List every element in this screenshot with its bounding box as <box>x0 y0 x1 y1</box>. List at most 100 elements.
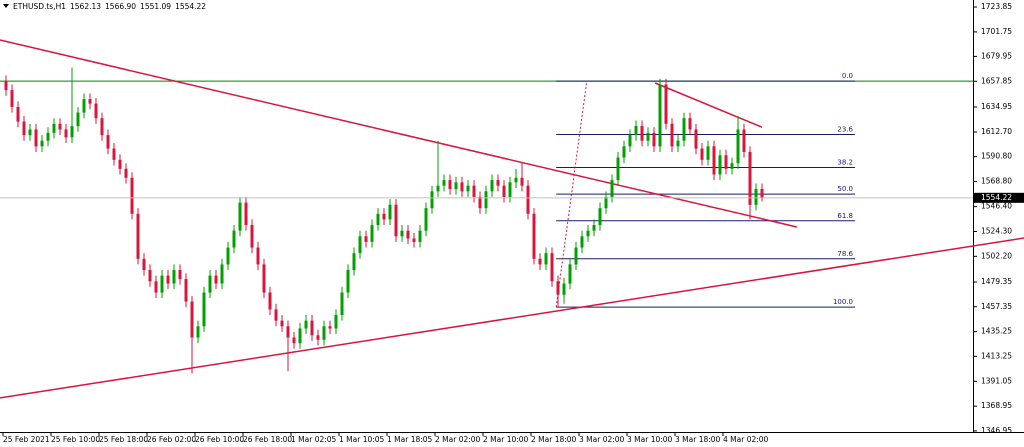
candle-body <box>328 326 332 329</box>
candle-body <box>580 236 584 248</box>
x-tick-label: 1 Mar 18:05 <box>387 435 433 444</box>
candle-body <box>160 275 164 293</box>
candle-body <box>478 196 482 209</box>
candle-body <box>136 213 140 259</box>
candle-body <box>256 247 260 265</box>
candle-body <box>658 84 662 147</box>
candle-body <box>556 281 560 295</box>
x-tick-label: 1 Mar 10:05 <box>339 435 385 444</box>
y-tick-label: 1723.85 <box>981 2 1012 11</box>
candle-body <box>262 264 266 293</box>
candle-body <box>502 185 506 197</box>
candle-body <box>490 180 494 192</box>
y-tick-label: 1435.25 <box>981 327 1012 336</box>
candle-body <box>190 301 194 338</box>
candle-body <box>574 247 578 265</box>
candle-body <box>508 182 512 197</box>
candle-body <box>688 118 692 130</box>
candle-body <box>538 258 542 265</box>
candle-body <box>112 148 116 160</box>
candle-body <box>586 230 590 237</box>
candle-body <box>616 157 620 181</box>
candle-body <box>640 126 644 141</box>
header-value: 1566.90 <box>105 2 136 11</box>
candle-body <box>214 275 218 284</box>
candle-body <box>166 275 170 284</box>
candle-body <box>514 177 518 183</box>
symbol: ETHUSD.ts,H1 <box>13 2 66 11</box>
x-tick-label: 3 Mar 02:00 <box>579 435 625 444</box>
candle-body <box>76 112 80 127</box>
candle-body <box>598 208 602 226</box>
candle-body <box>70 126 74 138</box>
header-value: 1554.22 <box>175 2 206 11</box>
candle-body <box>106 135 110 149</box>
header-value: 1562.13 <box>70 2 101 11</box>
candle-body <box>292 337 296 344</box>
candle-body <box>652 132 656 147</box>
current-price-box <box>974 192 1024 203</box>
candle-body <box>754 188 758 205</box>
candle-body <box>28 129 32 136</box>
candle-body <box>460 182 464 192</box>
candle-body <box>274 309 278 321</box>
y-tick-label: 1346.95 <box>981 426 1012 435</box>
candle-body <box>232 230 236 248</box>
candle-body <box>226 247 230 265</box>
candle-body <box>124 168 128 178</box>
candle-body <box>358 236 362 254</box>
candle-body <box>724 155 728 169</box>
candle-body <box>58 123 62 130</box>
candle-body <box>748 151 752 205</box>
y-tick-label: 1657.85 <box>981 76 1012 85</box>
fib-label: 38.2 <box>837 158 853 166</box>
x-tick-label: 4 Mar 02:00 <box>723 435 769 444</box>
candle-body <box>664 84 668 124</box>
x-tick-label: 26 Feb 18:00 <box>243 435 292 444</box>
candle-body <box>172 270 176 284</box>
candle-body <box>706 146 710 160</box>
candle-body <box>382 213 386 220</box>
y-tick-label: 1590.80 <box>981 152 1012 161</box>
candle-body <box>694 129 698 149</box>
candle-body <box>442 180 446 186</box>
candle-body <box>532 213 536 259</box>
candle-body <box>148 270 152 282</box>
candle-body <box>448 180 452 190</box>
y-tick-label: 1479.35 <box>981 277 1012 286</box>
fib-label: 50.0 <box>837 185 853 193</box>
candle-body <box>118 159 122 169</box>
candle-body <box>526 185 530 214</box>
candle-body <box>202 292 206 327</box>
candle-body <box>604 196 608 209</box>
x-tick-label: 2 Mar 18:00 <box>531 435 577 444</box>
y-tick-label: 1634.95 <box>981 102 1012 111</box>
fib-label: 100.0 <box>833 298 853 306</box>
candle-body <box>610 180 614 197</box>
candle-body <box>736 129 740 164</box>
candle-body <box>4 81 8 91</box>
candle-body <box>40 140 44 147</box>
candle-body <box>88 99 92 104</box>
candle-body <box>634 126 638 136</box>
candle-body <box>100 118 104 136</box>
candle-body <box>52 123 56 133</box>
candle-body <box>430 191 434 209</box>
x-tick-label: 1 Mar 02:05 <box>291 435 337 444</box>
candle-body <box>496 180 500 186</box>
candle-body <box>208 275 212 293</box>
candle-body <box>730 163 734 169</box>
candle-body <box>484 191 488 209</box>
candle-body <box>592 225 596 231</box>
candle-body <box>142 258 146 271</box>
candle-body <box>364 236 368 242</box>
x-tick-label: 25 Feb 10:00 <box>51 435 100 444</box>
candle-body <box>280 320 284 327</box>
x-tick-label: 26 Feb 02:00 <box>147 435 196 444</box>
candle-body <box>244 202 248 226</box>
collapse-icon[interactable] <box>3 4 9 8</box>
candle-body <box>286 326 290 338</box>
candle-body <box>718 155 722 175</box>
candle-body <box>376 213 380 226</box>
candle-body <box>466 185 470 192</box>
